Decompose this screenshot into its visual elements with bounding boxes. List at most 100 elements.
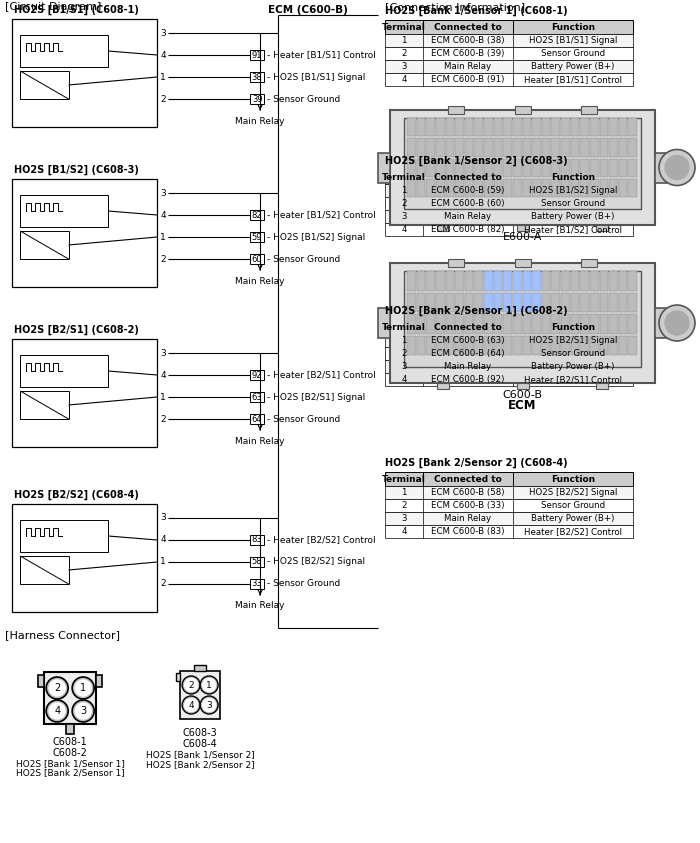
Bar [20, 355, 108, 387]
Circle shape [659, 149, 695, 185]
Text: [Harness Connector]: [Harness Connector] [5, 630, 120, 640]
Text: Main Relay: Main Relay [444, 62, 491, 71]
Bar [599, 314, 608, 334]
Bar [513, 118, 522, 137]
Text: 3: 3 [401, 514, 407, 523]
Bar [522, 314, 531, 334]
Bar [416, 158, 426, 177]
Bar [465, 336, 473, 355]
Bar [455, 158, 464, 177]
Bar [532, 138, 541, 157]
Bar [448, 106, 464, 114]
Bar [514, 106, 531, 114]
Bar [484, 314, 493, 334]
Bar [542, 271, 550, 291]
Bar [561, 118, 570, 137]
Text: 4: 4 [160, 371, 166, 379]
Bar [580, 118, 589, 137]
Text: 2: 2 [54, 683, 60, 693]
Bar [570, 118, 580, 137]
Bar [522, 138, 531, 157]
Bar [385, 170, 633, 184]
Bar [542, 336, 550, 355]
Bar [407, 138, 416, 157]
Text: 64: 64 [252, 415, 262, 423]
Bar [484, 271, 493, 291]
Bar [250, 535, 264, 545]
Bar [20, 35, 108, 67]
Bar [570, 336, 580, 355]
Bar [561, 293, 570, 312]
Bar [552, 271, 560, 291]
Bar [494, 293, 503, 312]
Bar [552, 138, 560, 157]
Bar [561, 314, 570, 334]
Text: 2: 2 [160, 415, 166, 423]
Bar [552, 158, 560, 177]
Bar [378, 153, 390, 182]
Bar [446, 138, 454, 157]
Bar [455, 138, 464, 157]
Bar [619, 271, 627, 291]
Text: Terminal: Terminal [382, 323, 426, 331]
Bar [561, 179, 570, 197]
Bar [407, 271, 416, 291]
Bar [522, 336, 531, 355]
Text: C608-3: C608-3 [183, 728, 218, 738]
Text: ECM C600-B (63): ECM C600-B (63) [431, 336, 505, 345]
Bar [436, 138, 445, 157]
Bar [475, 138, 483, 157]
Text: 3: 3 [160, 29, 166, 37]
Bar [12, 504, 157, 612]
Bar [20, 556, 69, 584]
Bar [484, 179, 493, 197]
Bar [250, 414, 264, 424]
Text: Terminal: Terminal [382, 475, 426, 484]
Bar [250, 557, 264, 567]
Text: 91: 91 [252, 51, 262, 60]
Bar [619, 158, 627, 177]
Bar [385, 210, 633, 223]
Text: 4: 4 [54, 706, 60, 716]
Bar [619, 138, 627, 157]
Bar [590, 179, 598, 197]
Text: Main Relay: Main Relay [235, 602, 285, 610]
Text: 2: 2 [401, 349, 407, 358]
Bar [385, 73, 633, 86]
Bar [590, 336, 598, 355]
Text: - HO2S [B1/S1] Signal: - HO2S [B1/S1] Signal [267, 72, 365, 82]
Bar [609, 118, 618, 137]
Text: 3: 3 [206, 701, 212, 710]
Bar [20, 195, 108, 227]
Text: 1: 1 [80, 683, 86, 693]
Bar [465, 293, 473, 312]
Text: Function: Function [551, 475, 595, 484]
Bar [446, 271, 454, 291]
Bar [436, 293, 445, 312]
Text: 4: 4 [401, 375, 407, 384]
Text: Main Relay: Main Relay [444, 514, 491, 523]
Bar [44, 672, 96, 724]
Text: 4: 4 [401, 225, 407, 234]
Text: HO2S [Bank 1/Sensor 1] (C608-1): HO2S [Bank 1/Sensor 1] (C608-1) [385, 6, 568, 16]
Circle shape [665, 311, 689, 335]
Text: 82: 82 [252, 211, 262, 219]
Text: HO2S [B1/S1] Signal: HO2S [B1/S1] Signal [528, 36, 617, 45]
Bar [385, 197, 633, 210]
Bar [609, 271, 618, 291]
Text: - Heater [B2/S2] Control: - Heater [B2/S2] Control [267, 535, 376, 545]
Bar [465, 314, 473, 334]
Bar [619, 336, 627, 355]
Text: 3: 3 [160, 513, 166, 523]
Bar [484, 158, 493, 177]
Circle shape [75, 680, 91, 696]
Bar [465, 158, 473, 177]
Bar [599, 138, 608, 157]
Bar [552, 179, 560, 197]
Text: ECM C600-B (83): ECM C600-B (83) [431, 527, 505, 536]
Bar [250, 50, 264, 60]
Bar [570, 158, 580, 177]
Text: 33: 33 [252, 579, 262, 588]
Bar [385, 34, 633, 47]
Bar [494, 118, 503, 137]
